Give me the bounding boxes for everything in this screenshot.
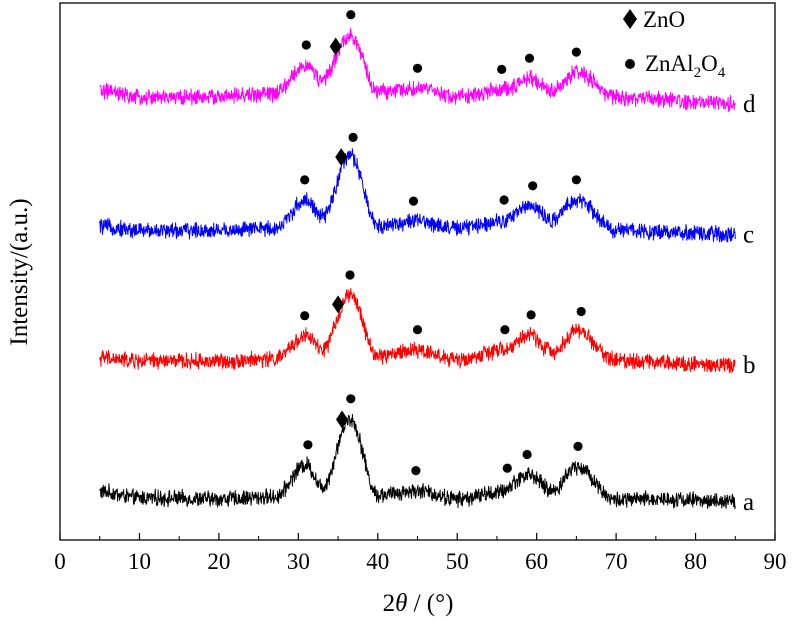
curve-label-b: b — [743, 352, 756, 379]
znal2o4-peak-marker — [301, 40, 311, 50]
znal2o4-peak-marker — [411, 466, 421, 476]
x-axis-ticks: 0 10 20 30 40 50 60 70 80 90 — [54, 533, 787, 574]
x-axis-title-theta: θ — [395, 590, 407, 617]
znal2o4-peak-marker — [571, 47, 582, 57]
znal2o4-peak-marker — [408, 196, 419, 206]
x-tick-label: 70 — [605, 549, 628, 574]
znal2o4-peak-marker — [502, 463, 512, 473]
legend-diamond-marker — [623, 9, 637, 29]
y-axis-title: Intensity/(a.u.) — [6, 198, 33, 345]
marker-group — [300, 10, 586, 476]
x-tick-label: 80 — [684, 549, 707, 574]
x-tick-label: 90 — [764, 549, 787, 574]
znal2o4-peak-marker — [412, 63, 423, 73]
legend-circle-marker — [625, 59, 635, 69]
znal2o4-peak-marker — [500, 325, 510, 335]
x-tick-label: 10 — [128, 549, 151, 574]
zno-peak-marker — [335, 148, 348, 167]
znal2o4-peak-marker — [300, 311, 310, 321]
x-tick-label: 40 — [366, 549, 389, 574]
legend: ZnO ZnAl2O4 — [623, 7, 726, 81]
series-line-b — [99, 288, 736, 374]
znal2o4-peak-marker — [300, 175, 310, 185]
znal2o4-peak-marker — [522, 449, 532, 460]
series-line-d — [99, 27, 736, 113]
zno-peak-marker — [336, 410, 349, 429]
znal2o4-peak-marker — [573, 441, 583, 451]
znal2o4-peak-marker — [497, 64, 507, 74]
series-group — [99, 27, 736, 510]
legend-label-znal2o4: ZnAl2O4 — [645, 51, 726, 81]
znal2o4-peak-marker — [345, 270, 355, 280]
znal2o4-peak-marker — [576, 306, 586, 317]
x-tick-label: 50 — [446, 549, 469, 574]
znal2o4-peak-marker — [528, 181, 538, 191]
x-tick-label: 60 — [525, 549, 548, 574]
znal2o4-peak-marker — [346, 10, 356, 20]
series-line-a — [99, 413, 736, 510]
znal2o4-peak-marker — [526, 310, 536, 320]
znal2o4-peak-marker — [303, 440, 313, 450]
series-line-c — [99, 148, 736, 243]
curve-label-c: c — [743, 222, 754, 249]
x-axis-title: 2θ / (°) — [383, 590, 454, 617]
legend-label-zno: ZnO — [643, 7, 685, 32]
zno-peak-marker — [329, 37, 342, 56]
zno-peak-marker — [332, 295, 345, 314]
znal2o4-peak-marker — [524, 53, 535, 63]
plot-frame — [59, 2, 776, 541]
znal2o4-peak-marker — [346, 394, 356, 404]
x-tick-label: 20 — [207, 549, 230, 574]
curve-label-d: d — [743, 91, 756, 118]
curve-label-a: a — [743, 489, 754, 516]
x-tick-label: 30 — [287, 549, 310, 574]
znal2o4-peak-marker — [412, 325, 423, 335]
znal2o4-peak-marker — [348, 132, 358, 142]
curve-labels: a b c d — [743, 91, 756, 516]
x-tick-label: 0 — [54, 549, 66, 574]
znal2o4-peak-marker — [571, 175, 582, 185]
znal2o4-peak-marker — [499, 195, 509, 205]
